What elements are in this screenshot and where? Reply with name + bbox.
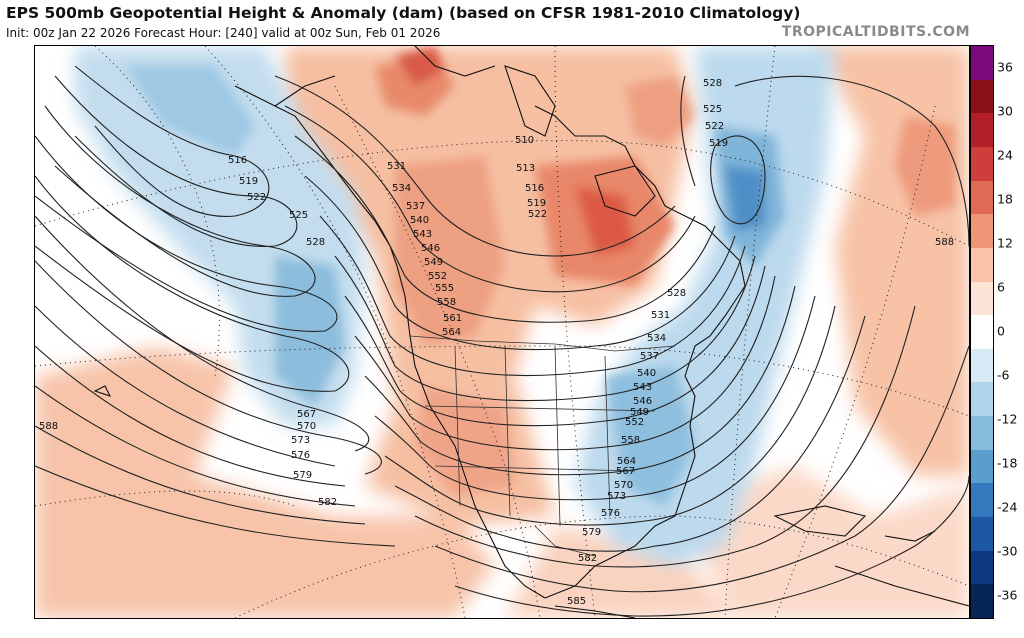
contour-label: 576 xyxy=(601,508,620,519)
contour-label: 546 xyxy=(421,243,440,254)
colorbar-tick-label: -24 xyxy=(997,499,1018,515)
contour-label: 552 xyxy=(625,417,644,428)
contour-label: 513 xyxy=(516,163,535,174)
forecast-subtitle: Init: 00z Jan 22 2026 Forecast Hour: [24… xyxy=(6,26,441,40)
contour-label: 516 xyxy=(228,155,247,166)
contour-label: 564 xyxy=(617,456,636,467)
contour-label: 570 xyxy=(297,421,316,432)
colorbar-segment xyxy=(971,449,993,484)
colorbar-segment xyxy=(971,550,993,585)
colorbar-tick-label: -36 xyxy=(997,587,1018,603)
contour-label: 516 xyxy=(525,183,544,194)
contour-label: 528 xyxy=(703,78,722,89)
colorbar-segment xyxy=(971,517,993,552)
colorbar-segment xyxy=(971,247,993,283)
positive-anomaly-shading xyxy=(35,46,969,618)
contour-label: 525 xyxy=(703,104,722,115)
contour-label: 561 xyxy=(443,313,462,324)
colorbar-segment xyxy=(971,146,993,182)
contour-label: 579 xyxy=(582,527,601,538)
contour-label: 531 xyxy=(387,161,406,172)
contour-label: 522 xyxy=(528,209,547,220)
colorbar-segment xyxy=(971,46,993,81)
anomaly-colorbar xyxy=(970,45,994,619)
contour-label: 558 xyxy=(437,297,456,308)
colorbar-tick-label: 6 xyxy=(997,279,1005,295)
contour-label: 582 xyxy=(578,553,597,564)
colorbar-segment xyxy=(971,79,993,114)
contour-label: 558 xyxy=(621,435,640,446)
site-brand: TROPICALTIDBITS.COM xyxy=(781,24,970,40)
contour-label: 510 xyxy=(515,135,534,146)
contour-label: 564 xyxy=(442,327,461,338)
contour-label: 549 xyxy=(630,407,649,418)
contour-label: 519 xyxy=(527,198,546,209)
contour-label: 540 xyxy=(410,215,429,226)
contour-label: 567 xyxy=(616,466,635,477)
contour-label: 522 xyxy=(705,121,724,132)
contour-label: 528 xyxy=(306,237,325,248)
colorbar-tick-label: 18 xyxy=(997,191,1013,207)
contour-label: 519 xyxy=(239,176,258,187)
colorbar-tick-label: 24 xyxy=(997,147,1013,163)
map-panel: 516 519 522 525 528 567 570 573 576 579 … xyxy=(34,45,970,619)
colorbar-segment xyxy=(971,281,993,316)
page-title: EPS 500mb Geopotential Height & Anomaly … xyxy=(6,4,801,22)
contour-label: 522 xyxy=(247,192,266,203)
colorbar-segment xyxy=(971,180,993,215)
colorbar-tick-label: 12 xyxy=(997,235,1013,251)
contour-label: 573 xyxy=(291,435,310,446)
contour-label: 534 xyxy=(647,333,666,344)
colorbar-segment xyxy=(971,315,993,350)
contour-label: 528 xyxy=(667,288,686,299)
contour-label: 534 xyxy=(392,183,411,194)
colorbar-segment xyxy=(971,348,993,383)
contour-label: 576 xyxy=(291,450,310,461)
contour-label: 573 xyxy=(607,491,626,502)
colorbar-segment xyxy=(971,416,993,451)
colorbar-tick-label: 36 xyxy=(997,59,1013,75)
contour-label: 567 xyxy=(297,409,316,420)
contour-label: 552 xyxy=(428,271,447,282)
contour-label: 588 xyxy=(39,421,58,432)
colorbar-tick-label: -6 xyxy=(997,367,1010,383)
colorbar-segment xyxy=(971,483,993,518)
anomaly-map: 516 519 522 525 528 567 570 573 576 579 … xyxy=(35,46,969,618)
contour-label: 546 xyxy=(633,396,652,407)
colorbar-segment xyxy=(971,214,993,249)
contour-label: 519 xyxy=(709,138,728,149)
contour-label: 588 xyxy=(935,237,954,248)
contour-label: 531 xyxy=(651,310,670,321)
colorbar-tick-label: -30 xyxy=(997,543,1018,559)
colorbar-segment xyxy=(971,382,993,417)
colorbar-tick-label: 30 xyxy=(997,103,1013,119)
contour-labels: 516 519 522 525 528 567 570 573 576 579 … xyxy=(39,78,954,607)
height-contours-west xyxy=(35,65,396,547)
contour-label: 540 xyxy=(637,368,656,379)
contour-label: 585 xyxy=(567,596,586,607)
contour-label: 537 xyxy=(406,201,425,212)
contour-label: 579 xyxy=(293,470,312,481)
contour-label: 549 xyxy=(424,257,443,268)
colorbar-tick-label: 0 xyxy=(997,323,1005,339)
colorbar-segment xyxy=(971,584,993,619)
colorbar-segment xyxy=(971,113,993,148)
contour-label: 555 xyxy=(435,283,454,294)
colorbar-tick-label: -12 xyxy=(997,411,1018,427)
colorbar-tick-label: -18 xyxy=(997,455,1018,471)
contour-label: 543 xyxy=(413,229,432,240)
contour-label: 543 xyxy=(633,382,652,393)
height-contours-east xyxy=(274,75,969,617)
contour-label: 537 xyxy=(640,351,659,362)
contour-label: 582 xyxy=(318,497,337,508)
contour-label: 525 xyxy=(289,210,308,221)
contour-label: 570 xyxy=(614,480,633,491)
